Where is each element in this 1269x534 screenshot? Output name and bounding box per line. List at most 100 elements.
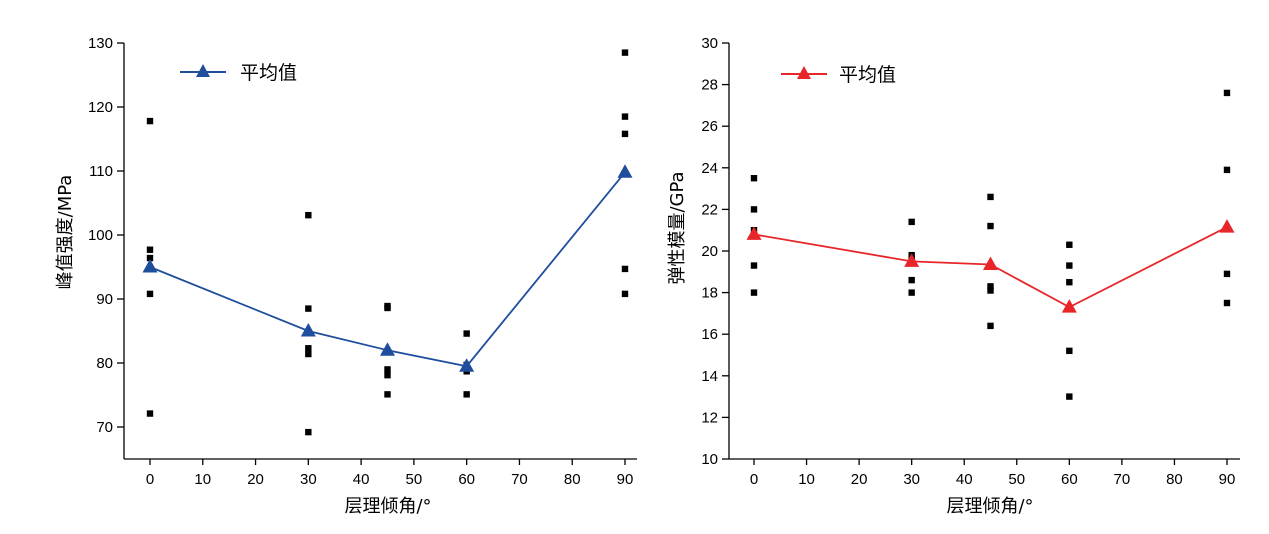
x-tick-label: 30: [300, 471, 317, 488]
x-tick-label: 60: [1061, 471, 1078, 488]
x-tick-label: 70: [1114, 471, 1131, 488]
sample-point: [384, 371, 391, 379]
x-ticks: 0 10 20 30 40 50 60 70 80 90: [146, 459, 634, 488]
mean-point: [746, 226, 762, 240]
x-tick-label: 90: [1219, 471, 1236, 488]
sample-point: [987, 322, 994, 330]
legend: 平均值: [781, 64, 896, 86]
x-tick-label: 10: [798, 471, 815, 488]
sample-point: [146, 117, 154, 125]
x-ticks: 0 10 20 30 40 50 60 70 80 90: [750, 459, 1236, 488]
y-tick-label: 12: [701, 409, 718, 426]
sample-point: [908, 289, 915, 296]
y-tick-label: 16: [701, 326, 718, 343]
sample-point: [908, 276, 915, 284]
sample-point: [621, 290, 629, 298]
sample-point: [1066, 262, 1073, 269]
sample-point: [750, 175, 758, 182]
sample-point: [305, 428, 312, 436]
sample-point: [1066, 279, 1073, 286]
sample-point: [987, 283, 994, 290]
sample-point: [1066, 347, 1073, 355]
sample-point: [750, 289, 758, 296]
sample-point: [1066, 393, 1073, 400]
x-tick-label: 80: [564, 471, 581, 488]
x-tick-label: 20: [247, 471, 264, 488]
y-tick-label: 26: [701, 118, 718, 135]
y-tick-label: 90: [96, 291, 113, 308]
x-axis-title: 层理倾角/°: [946, 496, 1033, 517]
x-axis-title: 层理倾角/°: [344, 496, 431, 517]
sample-point: [987, 222, 994, 230]
sample-point: [750, 262, 758, 269]
sample-point: [305, 211, 312, 219]
y-tick-label: 14: [701, 368, 718, 385]
sample-point: [146, 410, 154, 417]
mean-point: [459, 358, 475, 372]
sample-point: [1223, 270, 1231, 278]
y-tick-label: 30: [701, 35, 718, 52]
sample-point: [146, 290, 154, 298]
chart-peak-strength: 70 80 90 100 110 120 130 0 10 20 30 40 50 60 70 80 90 平…: [55, 35, 637, 517]
sample-point: [987, 287, 994, 294]
sample-point: [1223, 166, 1231, 174]
y-tick-label: 130: [88, 35, 113, 52]
mean-point: [617, 164, 633, 178]
y-ticks: 70 80 90 100 110 120 130: [88, 35, 124, 436]
mean-point: [983, 256, 998, 271]
y-tick-label: 70: [96, 419, 113, 436]
sample-point: [908, 218, 915, 226]
sample-point: [305, 350, 312, 358]
sample-point: [621, 265, 629, 273]
y-tick-label: 18: [701, 285, 718, 302]
y-tick-label: 22: [701, 201, 718, 218]
x-tick-label: 80: [1166, 471, 1183, 488]
sample-points: [146, 49, 629, 436]
x-tick-label: 0: [750, 471, 758, 488]
mean-point: [142, 259, 158, 273]
x-tick-label: 50: [1008, 471, 1025, 488]
mean-point: [1219, 219, 1235, 233]
x-tick-label: 40: [956, 471, 973, 488]
legend-label: 平均值: [839, 64, 896, 86]
sample-point: [621, 113, 629, 120]
sample-point: [146, 246, 154, 253]
legend: 平均值: [180, 62, 297, 84]
sample-point: [384, 366, 391, 373]
y-axis-title: 峰值强度/MPa: [55, 175, 76, 290]
mean-series: [142, 164, 633, 372]
y-tick-label: 20: [701, 243, 718, 260]
chart-elastic-modulus: 10 12 14 16 18 20 22 24 26 28 30 0 10 20 30 40 50 60 70 80…: [667, 35, 1240, 517]
sample-point: [305, 305, 312, 312]
sample-point: [305, 345, 312, 352]
y-axis-title: 弹性模量/GPa: [667, 171, 688, 284]
sample-point: [384, 304, 391, 312]
mean-point: [300, 323, 316, 337]
y-tick-label: 28: [701, 77, 718, 94]
sample-point: [463, 391, 470, 398]
mean-point: [904, 253, 920, 267]
sample-point: [1223, 89, 1231, 97]
sample-point: [463, 330, 470, 337]
x-tick-label: 0: [146, 471, 154, 488]
y-tick-label: 100: [88, 227, 113, 244]
sample-point: [987, 193, 994, 201]
sample-point: [1223, 299, 1231, 307]
x-tick-label: 60: [458, 471, 475, 488]
y-tick-label: 10: [701, 451, 718, 468]
mean-point: [380, 342, 395, 356]
x-tick-label: 90: [617, 471, 634, 488]
sample-point: [146, 254, 154, 262]
x-tick-label: 70: [511, 471, 528, 488]
x-tick-label: 20: [851, 471, 868, 488]
x-tick-label: 40: [353, 471, 370, 488]
sample-point: [1066, 241, 1073, 248]
sample-point: [621, 130, 629, 138]
sample-points: [750, 89, 1231, 400]
y-tick-label: 80: [96, 355, 113, 372]
mean-point: [1061, 299, 1077, 313]
legend-marker: [196, 64, 210, 77]
x-tick-label: 10: [194, 471, 211, 488]
x-tick-label: 50: [406, 471, 423, 488]
